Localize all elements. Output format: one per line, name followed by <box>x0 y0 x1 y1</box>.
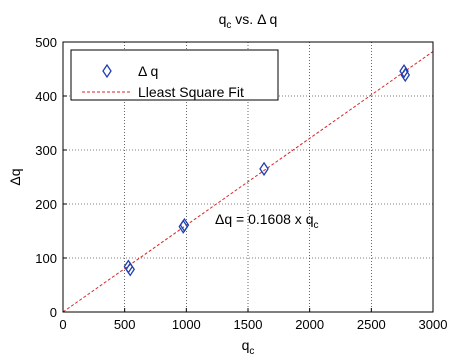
data-point <box>400 67 411 83</box>
y-tick-label: 0 <box>50 305 57 320</box>
x-tick-label: 2000 <box>295 317 324 332</box>
fit-line <box>62 51 434 313</box>
data-point <box>179 217 190 233</box>
x-ticks: 0 500 1000 1500 2000 2500 3000 <box>59 308 447 332</box>
y-ticks: 0 100 200 300 400 500 <box>35 35 67 320</box>
fit-line-layer <box>62 51 434 313</box>
data-points <box>123 63 411 277</box>
legend-label-fit: Lleast Square Fit <box>138 84 244 100</box>
x-tick-label: 1500 <box>234 317 263 332</box>
data-point <box>259 161 269 177</box>
legend-label-data: Δ q <box>138 63 158 79</box>
fit-equation: Δq = 0.1608 x qc <box>215 211 318 231</box>
y-tick-label: 400 <box>35 89 57 104</box>
chart-title: qc vs. Δ q <box>219 11 278 31</box>
x-tick-label: 0 <box>59 317 66 332</box>
y-tick-label: 100 <box>35 251 57 266</box>
y-tick-label: 200 <box>35 197 57 212</box>
legend: Δ q Lleast Square Fit <box>70 49 279 101</box>
x-axis-label: qc <box>242 337 255 357</box>
legend-marker-icon <box>102 63 112 79</box>
data-point <box>399 63 409 79</box>
y-tick-label: 300 <box>35 143 57 158</box>
y-axis-label: Δq <box>7 168 23 185</box>
data-point <box>125 262 135 277</box>
x-tick-label: 2500 <box>357 317 386 332</box>
x-tick-label: 500 <box>114 317 136 332</box>
y-tick-label: 500 <box>35 35 57 50</box>
x-tick-label: 1000 <box>172 317 201 332</box>
x-tick-label: 3000 <box>419 317 448 332</box>
